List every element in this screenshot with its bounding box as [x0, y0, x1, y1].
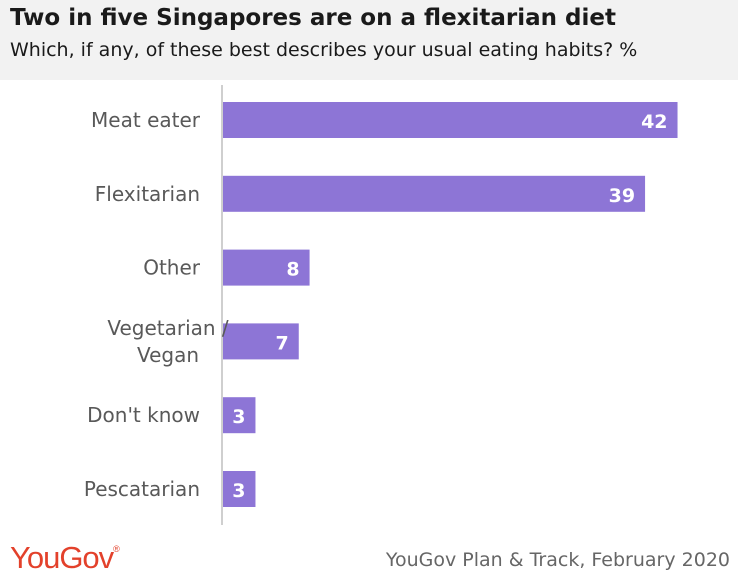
category-label: Don't know	[87, 403, 200, 427]
data-label: 3	[232, 406, 245, 428]
bar	[223, 249, 310, 286]
bar	[223, 102, 678, 138]
data-label: 42	[641, 111, 667, 133]
data-label: 8	[286, 259, 299, 281]
data-label: 3	[232, 480, 245, 502]
category-label: Other	[143, 256, 201, 280]
bar	[223, 471, 256, 507]
data-label: 7	[276, 332, 289, 354]
category-label: Pescatarian	[84, 477, 200, 501]
category-label: Flexitarian	[95, 182, 200, 206]
data-label: 39	[609, 185, 635, 207]
category-label: Vegetarian / Vegan	[107, 316, 229, 367]
yougov-logo: YouGov®	[10, 540, 120, 576]
registered-mark: ®	[113, 544, 120, 554]
chart-title: Two in five Singapores are on a flexitar…	[10, 5, 616, 31]
chart-subtitle: Which, if any, of these best describes y…	[10, 39, 638, 61]
bar	[223, 175, 646, 212]
category-label: Meat eater	[91, 108, 201, 132]
bar	[223, 323, 299, 360]
bar	[223, 397, 256, 434]
bar-chart: 42 Meat eater 39 Flexitarian 8 Other 7 Vegetari…	[84, 85, 678, 525]
logo-text: YouGov	[10, 540, 114, 575]
chart-header: Two in five Singapores are on a flexitar…	[0, 0, 738, 80]
source-note: YouGov Plan & Track, February 2020	[385, 549, 730, 571]
